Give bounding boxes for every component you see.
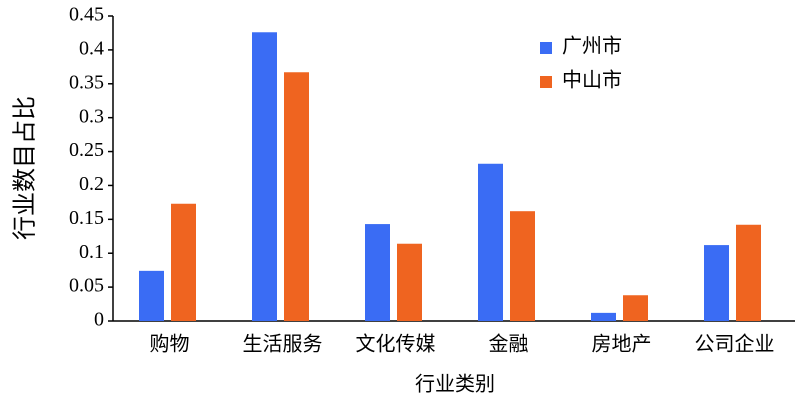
bar bbox=[365, 224, 390, 321]
y-tick-label: 0.35 bbox=[69, 71, 104, 93]
legend-label: 广州市 bbox=[562, 35, 622, 58]
y-tick-label: 0.15 bbox=[69, 207, 104, 229]
bar bbox=[704, 245, 729, 321]
bar bbox=[139, 270, 164, 321]
y-tick-label: 0.1 bbox=[79, 241, 104, 263]
x-tick-label: 房地产 bbox=[592, 333, 652, 356]
bar bbox=[736, 224, 761, 321]
bar bbox=[397, 243, 422, 321]
bar bbox=[510, 211, 535, 321]
y-tick-label: 0.4 bbox=[79, 37, 104, 59]
legend-swatch bbox=[540, 76, 552, 88]
x-tick-label: 金融 bbox=[489, 333, 529, 356]
x-tick-label: 文化传媒 bbox=[356, 333, 436, 356]
y-tick-label: 0 bbox=[94, 309, 104, 331]
y-tick-label: 0.25 bbox=[69, 139, 104, 161]
legend-label: 中山市 bbox=[562, 69, 622, 92]
x-tick-label: 公司企业 bbox=[695, 333, 775, 356]
y-tick-label: 0.45 bbox=[69, 4, 104, 26]
x-tick-label: 购物 bbox=[150, 333, 190, 356]
x-tick-label: 生活服务 bbox=[243, 333, 323, 356]
bar bbox=[284, 72, 309, 321]
bar bbox=[623, 295, 648, 321]
y-tick-label: 0.05 bbox=[69, 275, 104, 297]
bar bbox=[478, 163, 503, 321]
y-axis-label: 行业数目占比 bbox=[12, 96, 39, 240]
bar bbox=[171, 203, 196, 321]
legend-swatch bbox=[540, 42, 552, 54]
y-tick-label: 0.2 bbox=[79, 173, 104, 195]
bar bbox=[252, 32, 277, 322]
bar bbox=[591, 312, 616, 321]
x-axis-label: 行业类别 bbox=[415, 373, 495, 396]
y-tick-label: 0.3 bbox=[79, 105, 104, 127]
